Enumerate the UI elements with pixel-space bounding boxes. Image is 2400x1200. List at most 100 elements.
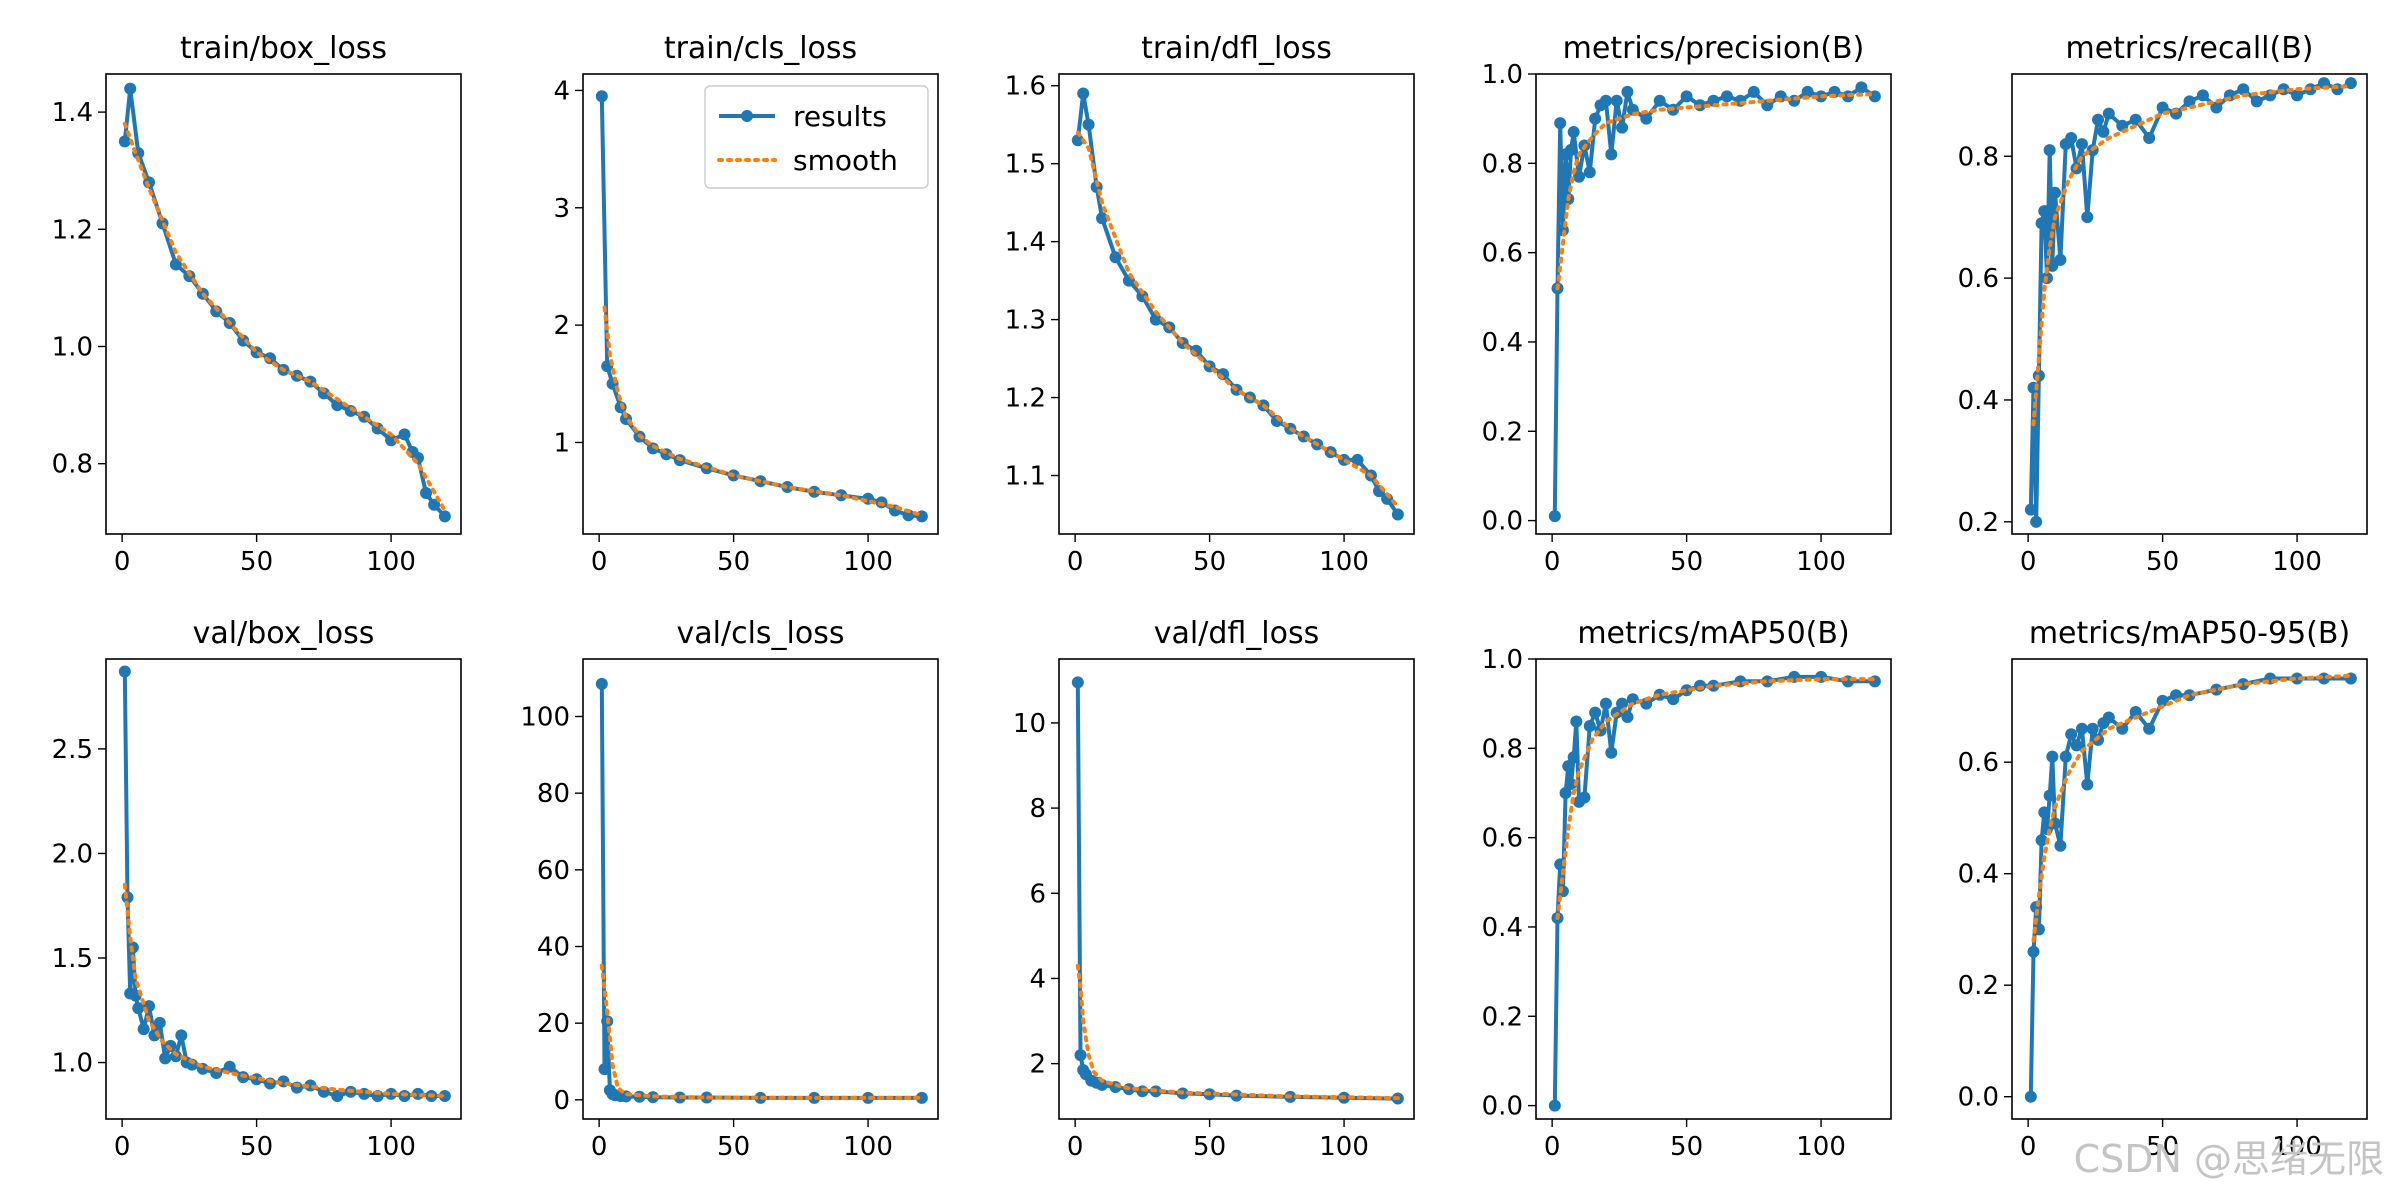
- x-tick-label: 100: [2272, 547, 2322, 577]
- x-tick-label: 100: [1319, 547, 1369, 577]
- chart-title: metrics/mAP50(B): [1577, 616, 1849, 651]
- chart-title: val/cls_loss: [677, 616, 845, 651]
- data-point-results: [1567, 751, 1580, 764]
- data-point-results: [1096, 212, 1109, 225]
- y-tick-label: 0.6: [1958, 264, 1999, 294]
- data-point-results: [2102, 711, 2115, 724]
- data-point-results: [1605, 746, 1618, 759]
- x-tick-label: 0: [2020, 547, 2037, 577]
- y-tick-label: 0.8: [1482, 734, 1523, 764]
- data-point-results: [153, 1016, 166, 1029]
- data-point-results: [1616, 121, 1629, 134]
- data-point-results: [1077, 87, 1090, 100]
- data-point-results: [1626, 693, 1639, 706]
- data-point-results: [2027, 945, 2040, 958]
- axes-frame: [1535, 73, 1892, 535]
- data-point-results: [2075, 138, 2088, 151]
- y-tick-label: 1.0: [1482, 60, 1523, 90]
- series-line-results: [1552, 85, 1877, 517]
- data-point-results: [2291, 672, 2304, 685]
- data-point-results: [2043, 789, 2056, 802]
- data-point-results: [1621, 711, 1634, 724]
- y-tick-label: 0.4: [1958, 386, 1999, 416]
- series-line-results: [122, 86, 447, 518]
- data-point-results: [175, 1029, 188, 1042]
- data-point-results: [2097, 125, 2110, 138]
- chart-title: val/box_loss: [193, 616, 375, 651]
- series-line-smooth: [2031, 84, 2353, 427]
- data-point-results: [420, 486, 433, 499]
- series-line-smooth: [1075, 130, 1400, 509]
- series-line-smooth: [1555, 92, 1877, 291]
- y-tick-label: 0.2: [1482, 417, 1523, 447]
- axes-frame: [105, 658, 462, 1120]
- x-tick-label: 50: [1670, 547, 1703, 577]
- data-point-results: [1761, 675, 1774, 688]
- data-point-results: [1583, 719, 1596, 732]
- data-point-results: [1096, 1078, 1109, 1091]
- data-point-results: [428, 498, 441, 511]
- data-point-results: [1109, 251, 1122, 264]
- data-point-results: [595, 90, 608, 103]
- chart-val-box-loss: val/box_loss 0 50 100 1.0 1.5 2.0 2.5: [52, 616, 462, 1162]
- x-tick-label: 0: [1067, 547, 1084, 577]
- series-line-smooth: [122, 121, 447, 513]
- data-point-results: [1554, 117, 1567, 130]
- data-point-results: [2075, 722, 2088, 735]
- data-point-results: [2024, 1090, 2037, 1103]
- data-point-results: [438, 1090, 451, 1102]
- data-point-results: [1556, 885, 1569, 898]
- data-point-results: [1567, 126, 1580, 139]
- y-tick-label: 1.4: [52, 98, 93, 128]
- plot-area: [595, 90, 928, 523]
- plot-area: [2024, 77, 2357, 528]
- data-point-results: [2344, 77, 2357, 90]
- x-tick-label: 0: [591, 547, 608, 577]
- legend-label-smooth: smooth: [793, 144, 898, 177]
- data-point-results: [1747, 85, 1760, 98]
- axes-frame: [2011, 658, 2368, 1120]
- series-line-smooth: [2031, 673, 2353, 943]
- y-tick-label: 0.8: [1958, 142, 1999, 172]
- chart-title: train/dfl_loss: [1141, 31, 1332, 66]
- data-point-results: [2102, 107, 2115, 120]
- y-tick-label: 4: [1029, 964, 1046, 994]
- series-line-results: [599, 683, 922, 1100]
- data-point-results: [2210, 101, 2223, 114]
- chart-train-box-loss: train/box_loss 0 50 100 0.8 1.0 1.2 1.4: [52, 31, 462, 577]
- data-point-results: [438, 510, 451, 523]
- data-point-results: [2156, 101, 2169, 114]
- data-point-results: [1071, 676, 1084, 689]
- plot-area: [1071, 87, 1404, 521]
- data-point-results: [1868, 90, 1881, 103]
- data-point-results: [1667, 693, 1680, 706]
- y-tick-label: 0.6: [1482, 239, 1523, 269]
- legend-label-results: results: [793, 100, 887, 133]
- data-point-results: [124, 82, 137, 95]
- data-point-results: [1855, 81, 1868, 94]
- chart-title: train/box_loss: [180, 31, 387, 66]
- y-tick-label: 60: [537, 856, 570, 886]
- y-tick-label: 0.4: [1482, 328, 1523, 358]
- series-line-smooth: [122, 882, 447, 1098]
- data-point-results: [1548, 510, 1561, 523]
- data-point-results: [2081, 211, 2094, 224]
- x-tick-label: 0: [591, 1132, 608, 1162]
- x-tick-label: 100: [1796, 547, 1846, 577]
- y-tick-label: 8: [1029, 794, 1046, 824]
- data-point-results: [1548, 1099, 1561, 1112]
- data-point-results: [2035, 217, 2048, 230]
- data-point-results: [2250, 95, 2263, 108]
- axes-frame: [1535, 658, 1892, 1120]
- y-tick-label: 0.4: [1958, 860, 1999, 890]
- data-point-results: [1351, 453, 1364, 466]
- y-tick-label: 1: [553, 428, 570, 458]
- data-point-results: [118, 665, 131, 678]
- x-tick-label: 50: [240, 547, 273, 577]
- y-tick-label: 1.0: [1482, 645, 1523, 675]
- x-tick-label: 100: [366, 1132, 416, 1162]
- axes-frame: [105, 73, 462, 535]
- x-tick-label: 100: [366, 547, 416, 577]
- y-tick-label: 1.5: [1005, 150, 1046, 180]
